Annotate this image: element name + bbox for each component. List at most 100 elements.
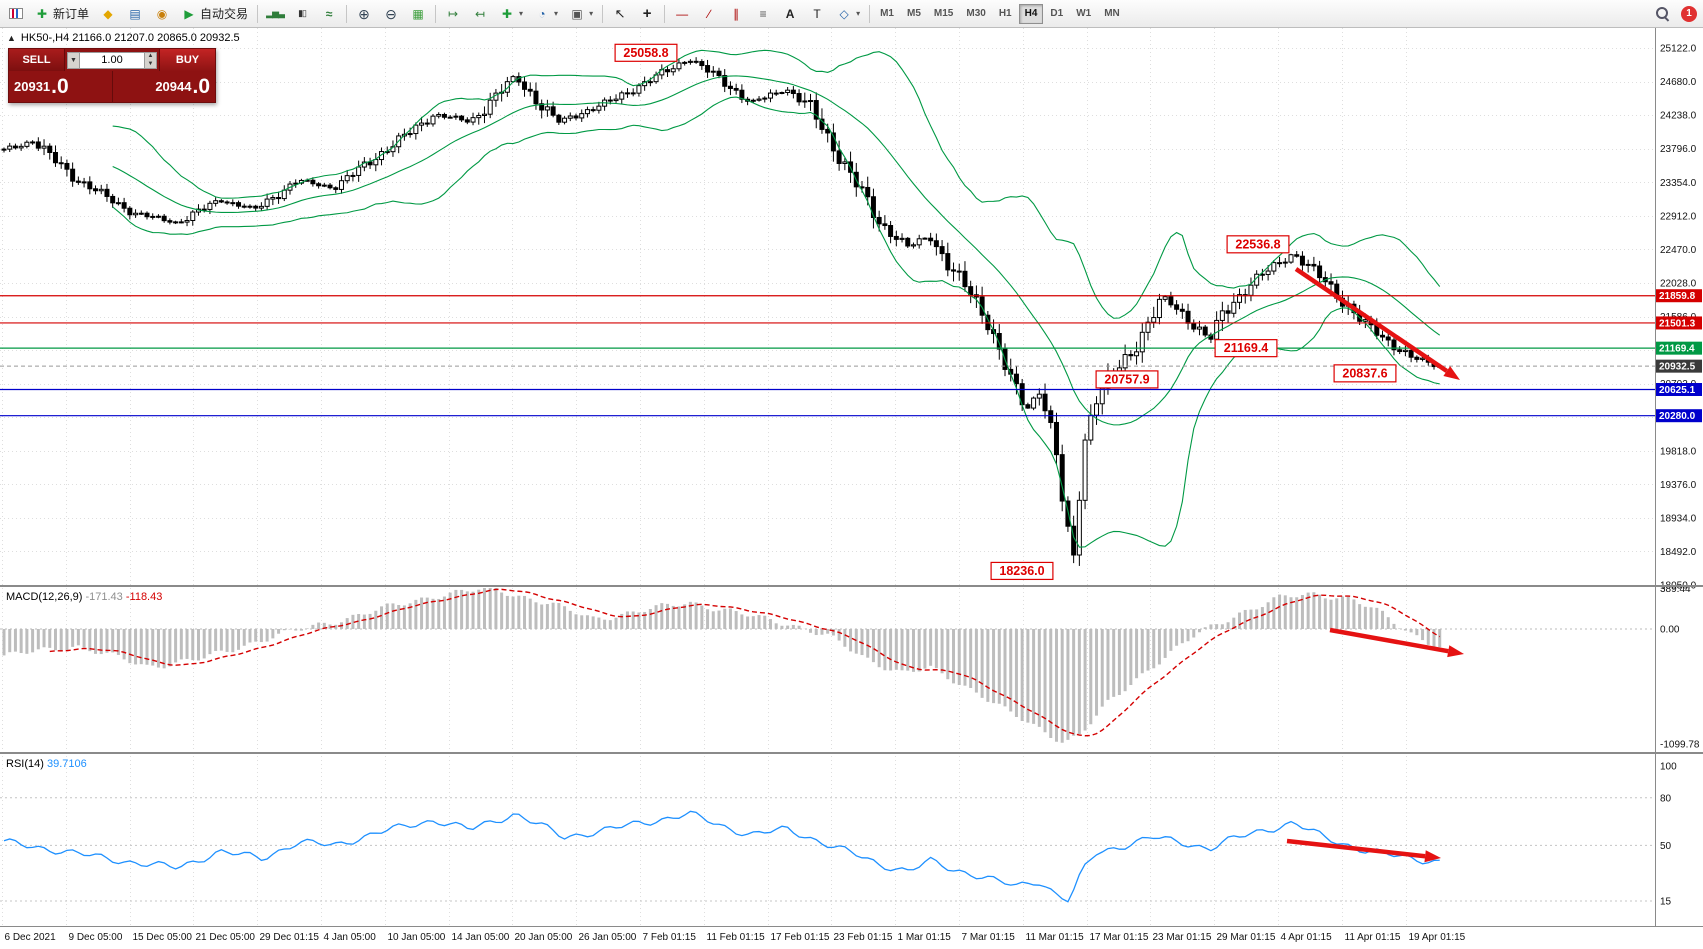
toolbar-separator xyxy=(346,4,348,23)
timeframe-d1-button[interactable]: D1 xyxy=(1044,4,1069,24)
volume-dropdown-icon[interactable]: ▼ xyxy=(67,51,80,69)
trend-arrow[interactable] xyxy=(1329,627,1464,658)
svg-text:29 Dec 01:15: 29 Dec 01:15 xyxy=(260,932,320,943)
new-order-button[interactable]: ✚ 新订单 xyxy=(29,3,94,25)
text-label-icon: T xyxy=(813,6,821,21)
autotrading-button[interactable]: ▶ 自动交易 xyxy=(176,3,253,25)
svg-text:24238.0: 24238.0 xyxy=(1660,111,1697,122)
snapshot-button[interactable]: ▣ ▾ xyxy=(564,3,598,25)
sell-button[interactable]: SELL xyxy=(9,49,65,71)
svg-text:50: 50 xyxy=(1660,841,1672,852)
equidistant-channel-tool-button[interactable]: ∥ xyxy=(723,3,749,25)
fibonacci-tool-button[interactable]: ≡ xyxy=(750,3,776,25)
rsi-line xyxy=(3,810,1440,903)
periods-button[interactable]: ◔ ▾ xyxy=(529,3,563,25)
price-axis[interactable] xyxy=(1655,28,1703,949)
cursor-tool-button[interactable]: ↖ xyxy=(607,3,633,25)
svg-text:11 Apr 01:15: 11 Apr 01:15 xyxy=(1345,932,1401,943)
bollinger-bands xyxy=(112,49,1441,548)
time-axis[interactable] xyxy=(0,926,1703,949)
buy-price[interactable]: 20944.0 xyxy=(111,71,216,102)
plus-icon: ✚ xyxy=(36,6,48,21)
text-label-tool-button[interactable]: T xyxy=(804,3,830,25)
buy-button[interactable]: BUY xyxy=(159,49,215,71)
notification-badge[interactable]: 1 xyxy=(1681,5,1697,22)
timeframe-mn-button[interactable]: MN xyxy=(1098,4,1126,24)
svg-text:17 Feb 01:15: 17 Feb 01:15 xyxy=(771,932,830,943)
timeframe-m5-button[interactable]: M5 xyxy=(901,4,927,24)
price-annotations[interactable]: 25058.8 22536.8 21169.4 20757.9 20837.6 18236… xyxy=(614,43,1397,581)
svg-text:6 Dec 2021: 6 Dec 2021 xyxy=(5,932,57,943)
chevron-down-icon: ▾ xyxy=(589,9,594,18)
svg-text:4 Apr 01:15: 4 Apr 01:15 xyxy=(1281,932,1333,943)
zoom-out-icon: ⊖ xyxy=(385,5,397,22)
svg-text:20 Jan 05:00: 20 Jan 05:00 xyxy=(515,932,573,943)
timeframe-m15-button[interactable]: M15 xyxy=(928,4,959,24)
sell-price[interactable]: 20931.0 xyxy=(9,71,112,102)
stepper-up-icon[interactable]: ▲ xyxy=(145,52,156,60)
timeframe-w1-button[interactable]: W1 xyxy=(1070,4,1097,24)
trendline-icon: ∕ xyxy=(708,6,711,21)
timeframe-h4-button[interactable]: H4 xyxy=(1018,3,1044,24)
svg-text:22536.8: 22536.8 xyxy=(1235,237,1280,251)
buy-price-big: .0 xyxy=(192,75,210,98)
one-click-collapse-icon[interactable]: ▲ xyxy=(7,33,16,43)
main-toolbar: ✚ 新订单 ◆ ▤ ◉ ▶ 自动交易 ▂▅▃ ▮▯ ≈ ⊕ ⊖ ▦ ↦ ↤ ✚ ▾ ◔… xyxy=(0,0,1703,28)
trend-arrow[interactable] xyxy=(1286,838,1441,863)
price-chart[interactable]: 25122.0 24680.0 24238.0 23796.0 23354.0 22912… xyxy=(0,28,1703,949)
toolbar-right: 1 xyxy=(1650,3,1699,25)
svg-text:17 Mar 01:15: 17 Mar 01:15 xyxy=(1090,932,1149,943)
sell-price-big: .0 xyxy=(51,75,69,98)
crosshair-tool-button[interactable]: + xyxy=(634,3,660,25)
metaeditor-button[interactable]: ◆ xyxy=(95,3,121,25)
terminal-button[interactable]: ▤ xyxy=(122,3,148,25)
toolbar-separator xyxy=(257,4,259,23)
chart-shift-icon: ↤ xyxy=(475,6,486,21)
tile-windows-button[interactable]: ▦ xyxy=(405,3,431,25)
text-tool-button[interactable]: A xyxy=(777,3,803,25)
timeframe-m1-button[interactable]: M1 xyxy=(874,4,900,24)
shapes-icon: ◇ xyxy=(839,6,849,21)
volume-input[interactable] xyxy=(80,51,144,69)
tile-windows-icon: ▦ xyxy=(412,6,424,21)
new-chart-button[interactable] xyxy=(4,3,28,25)
sell-price-base: 20931 xyxy=(14,79,51,94)
trendline-tool-button[interactable]: ∕ xyxy=(696,3,722,25)
search-button[interactable] xyxy=(1650,3,1675,25)
svg-text:7 Mar 01:15: 7 Mar 01:15 xyxy=(962,932,1016,943)
svg-text:23 Mar 01:15: 23 Mar 01:15 xyxy=(1153,932,1212,943)
svg-text:25122.0: 25122.0 xyxy=(1660,44,1697,55)
market-watch-button[interactable]: ◉ xyxy=(149,3,175,25)
horizontal-line-tool-button[interactable]: ― xyxy=(669,3,695,25)
svg-text:21169.4: 21169.4 xyxy=(1224,341,1269,355)
timeframe-h1-button[interactable]: H1 xyxy=(993,4,1018,24)
candlestick-mode-button[interactable]: ▮▯ xyxy=(289,3,315,25)
shapes-tool-button[interactable]: ◇ ▾ xyxy=(831,3,865,25)
trend-arrow[interactable] xyxy=(1294,267,1460,380)
svg-text:23 Feb 01:15: 23 Feb 01:15 xyxy=(834,932,893,943)
zoom-out-button[interactable]: ⊖ xyxy=(378,3,404,25)
bar-chart-mode-button[interactable]: ▂▅▃ xyxy=(262,3,288,25)
svg-text:21859.8: 21859.8 xyxy=(1659,291,1696,302)
cursor-icon: ↖ xyxy=(614,6,626,21)
line-chart-icon: ≈ xyxy=(325,6,333,21)
line-chart-mode-button[interactable]: ≈ xyxy=(316,3,342,25)
volume-stepper[interactable]: ▲ ▼ xyxy=(144,51,157,69)
new-chart-icon xyxy=(9,8,23,19)
svg-text:18492.0: 18492.0 xyxy=(1660,547,1697,558)
svg-text:80: 80 xyxy=(1660,793,1672,804)
auto-scroll-button[interactable]: ↦ xyxy=(440,3,466,25)
stepper-down-icon[interactable]: ▼ xyxy=(145,60,156,68)
bar-chart-icon: ▂▅▃ xyxy=(266,8,285,18)
autotrading-label: 自动交易 xyxy=(200,7,249,21)
chart-shift-button[interactable]: ↤ xyxy=(467,3,493,25)
chart-header: ▲ HK50-,H4 21166.0 21207.0 20865.0 20932… xyxy=(7,32,240,44)
time-axis-labels: 6 Dec 2021 9 Dec 05:00 15 Dec 05:00 21 Dec … xyxy=(5,932,1466,943)
svg-text:100: 100 xyxy=(1660,762,1677,773)
indicators-button[interactable]: ✚ ▾ xyxy=(494,3,528,25)
auto-scroll-icon: ↦ xyxy=(448,6,459,21)
zoom-in-button[interactable]: ⊕ xyxy=(351,3,377,25)
zoom-in-icon: ⊕ xyxy=(358,5,370,22)
search-icon xyxy=(1655,6,1670,21)
timeframe-m30-button[interactable]: M30 xyxy=(960,4,991,24)
